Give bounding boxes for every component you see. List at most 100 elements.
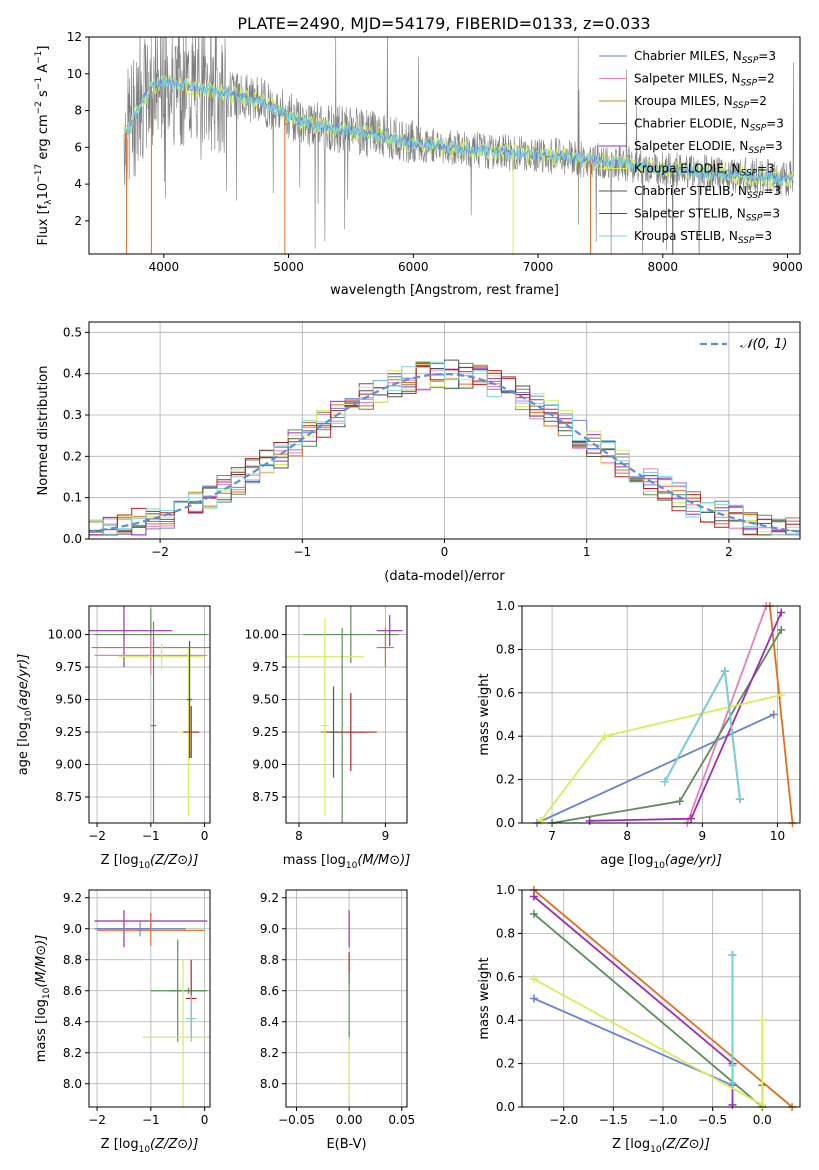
y-tick-label: 8.0	[260, 1077, 279, 1091]
legend-entry: Kroupa MILES, NSSP=2	[634, 94, 767, 111]
legend-tail: =3	[762, 207, 780, 221]
legend-tail: =3	[764, 184, 782, 198]
x-axis-label: (data-model)/error	[384, 569, 505, 584]
axes-spectrum: 4000 5000 6000 7000 8000 9000 2 4 6 8 10 12 waveleng…	[34, 30, 803, 298]
legend-tail: =3	[757, 162, 775, 176]
legend-sub: SSP	[748, 146, 765, 156]
y-tick-label: 9.0	[260, 922, 279, 936]
x-tick-label: 10	[770, 829, 785, 843]
legend-sub: SSP	[746, 214, 763, 224]
x-tick-label: 9	[699, 829, 707, 843]
y-tick-label: 0.4	[496, 729, 515, 743]
label-math: (age/yr)]	[665, 853, 722, 868]
label-sub: 10	[653, 861, 665, 871]
y-tick-label: 4	[74, 177, 82, 191]
x-tick-label: 1	[583, 545, 591, 559]
label-sub: 10	[650, 1145, 662, 1155]
x-tick-label: 9	[382, 829, 390, 843]
axes-residuals: −2 −1 0 1 2 0.0 0.1 0.2 0.3 0.4 0.5 𝒩(0, 1) (data-mo…	[36, 321, 801, 584]
y-tick-label: 0.3	[63, 408, 82, 422]
y-tick-label: 9.00	[55, 758, 82, 772]
y-tick-label: 0.8	[496, 642, 515, 656]
x-tick-label: 7000	[523, 260, 554, 274]
axes-frame	[88, 889, 211, 1108]
legend-entry: Chabrier ELODIE, NSSP=3	[634, 117, 784, 134]
y-tick-label: 0.6	[496, 970, 515, 984]
legend-sub: SSP	[747, 191, 764, 201]
legend-sub: SSP	[733, 101, 750, 111]
axes-frame	[88, 36, 801, 255]
plot-area-weight_vs_Z	[529, 886, 797, 1111]
x-axis-label: Z [log10(Z/Z⊙)]	[101, 853, 199, 871]
y-tick-label: 0.8	[496, 926, 515, 940]
x-tick-label: 7	[548, 829, 556, 843]
legend-sub: SSP	[750, 124, 767, 134]
y-axis-label: age [log10(age/yr)]	[16, 654, 34, 776]
weight-marker-kstelib	[735, 795, 744, 804]
legend-text: Salpeter MILES, N	[634, 72, 741, 86]
weight-marker-kelodie	[600, 732, 609, 741]
y-tick-label: 0.2	[63, 449, 82, 463]
y-axis-label-part: A	[36, 64, 51, 77]
x-tick-label: 8	[623, 829, 631, 843]
label-sub: 10	[24, 710, 34, 722]
y-tick-label: 8.75	[252, 790, 279, 804]
weight-line-kelodie	[540, 694, 782, 822]
x-tick-label: 0	[201, 1113, 209, 1127]
plot-area-weight_vs_age	[533, 602, 797, 827]
y-axis-label: mass [log10(M/M⊙)]	[34, 935, 52, 1063]
axes-frame	[88, 605, 211, 824]
label-main: age [log	[600, 853, 653, 868]
y-tick-label: 0.6	[496, 686, 515, 700]
weight-line-kmiles	[533, 889, 793, 1108]
y-axis-label-part: s	[36, 90, 51, 101]
y-tick-label: 0.4	[63, 367, 82, 381]
y-tick-label: 8.2	[260, 1046, 279, 1060]
weight-marker-celodie	[675, 797, 684, 806]
weight-marker-kstelib	[660, 777, 669, 786]
plot-area-age_vs_Z	[89, 606, 210, 823]
y-tick-label: 0.0	[496, 1100, 515, 1114]
y-tick-label: 8.2	[63, 1046, 82, 1060]
y-tick-label: 9.2	[63, 891, 82, 905]
y-tick-label: 9.25	[252, 725, 279, 739]
label-math: (Z/Z⊙)]	[662, 1137, 710, 1152]
legend-text: Chabrier ELODIE, N	[634, 117, 750, 131]
axes-mass_vs_Z: −2 −1 08.08.28.48.68.89.09.2Z [log10(Z/Z⊙)…	[34, 889, 211, 1155]
label-main: Z [log	[101, 1137, 139, 1152]
y-axis-label-part: −1	[34, 51, 44, 64]
weight-marker-cmiles	[769, 710, 778, 719]
legend-sub: SSP	[741, 169, 758, 179]
histogram-kelodie	[89, 364, 800, 536]
label-sub: 10	[42, 987, 52, 999]
y-tick-label: 9.00	[252, 758, 279, 772]
weight-marker-kelodie	[529, 974, 538, 983]
x-axis-label: mass [log10(M/M⊙)]	[283, 853, 411, 871]
legend-entry: Kroupa STELIB, NSSP=3	[634, 229, 772, 246]
weight-marker-selodie	[585, 816, 594, 825]
legend-tail: =2	[749, 94, 767, 108]
axes-mass_vs_ebv: −0.05 0.00 0.05 8.0 8.2 8.4 8.6 8.8 9.0 9.2 E(B-V)	[260, 889, 415, 1152]
weight-line-smiles	[686, 605, 768, 824]
x-tick-label: −1	[142, 1113, 160, 1127]
legend-text: Chabrier MILES, N	[634, 49, 742, 63]
y-tick-label: 1.0	[496, 599, 515, 613]
x-tick-label: −1.5	[599, 1113, 628, 1127]
y-tick-label: 2	[74, 214, 82, 228]
weight-marker-kstelib	[720, 667, 729, 676]
y-axis-label-part: −2	[34, 101, 44, 114]
legend-text: Salpeter ELODIE, N	[634, 139, 748, 153]
axes-frame	[285, 605, 408, 824]
x-tick-label: 0	[201, 829, 209, 843]
y-axis-label-part: λ	[44, 199, 54, 205]
legend-entry: Salpeter MILES, NSSP=2	[634, 72, 775, 89]
y-tick-label: 9.75	[252, 660, 279, 674]
x-axis-label: Z [log10(Z/Z⊙)]	[612, 1137, 710, 1155]
y-tick-label: 9.75	[55, 660, 82, 674]
label-math: (Z/Z⊙)]	[150, 853, 198, 868]
label-main: mass [log	[283, 853, 346, 868]
axes-frame	[285, 889, 408, 1108]
y-tick-label: 8	[74, 104, 82, 118]
